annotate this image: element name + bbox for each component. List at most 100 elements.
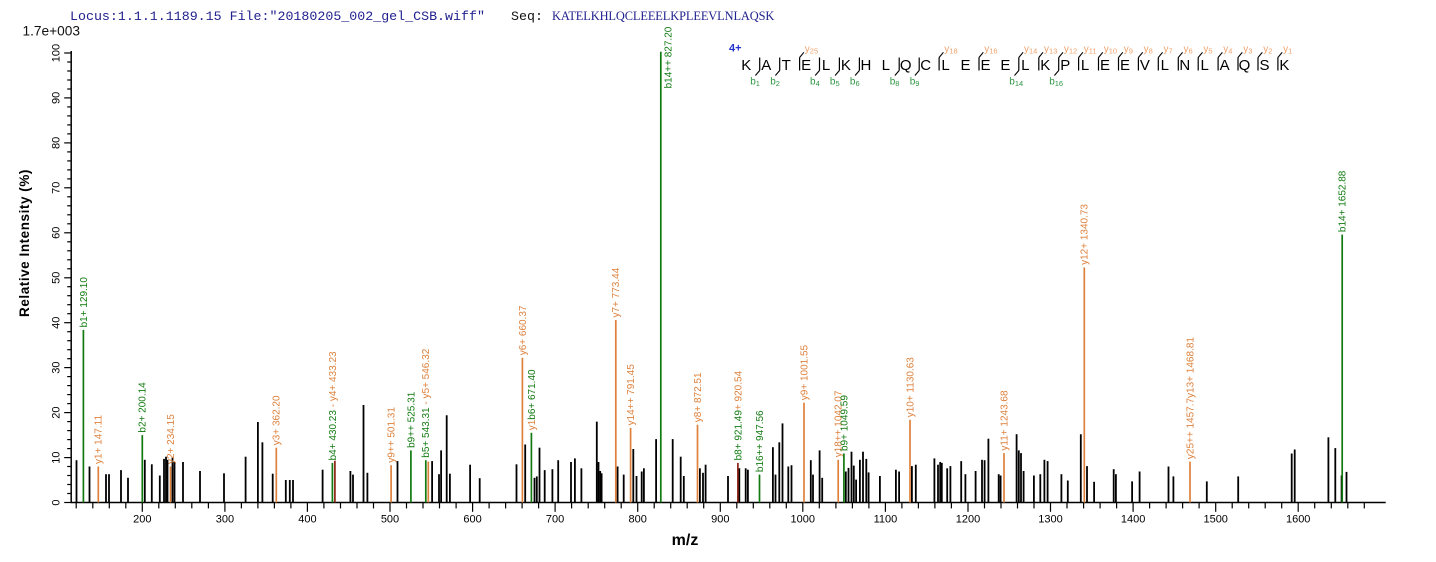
svg-text:y7: y7: [1164, 44, 1173, 56]
svg-text:100: 100: [51, 44, 63, 62]
svg-text:y9+ 1001.55: y9+ 1001.55: [799, 344, 810, 400]
svg-text:y9: y9: [1124, 44, 1133, 56]
svg-text:y3: y3: [1243, 44, 1252, 56]
svg-text:400: 400: [298, 514, 316, 526]
svg-text:S: S: [1259, 57, 1269, 74]
svg-text:y11: y11: [1084, 44, 1097, 56]
svg-text:A: A: [761, 57, 771, 74]
svg-text:E: E: [960, 57, 970, 74]
svg-text:y7+ 773.44: y7+ 773.44: [611, 267, 622, 317]
svg-text:800: 800: [629, 514, 647, 526]
svg-text:y14++ 791.45: y14++ 791.45: [626, 364, 637, 426]
svg-text:1600: 1600: [1286, 514, 1310, 526]
svg-text:70: 70: [51, 182, 63, 194]
svg-text:y6: y6: [1184, 44, 1193, 56]
svg-text:Q: Q: [1239, 57, 1251, 74]
svg-text:0: 0: [51, 499, 63, 505]
svg-text:L: L: [822, 57, 830, 74]
svg-text:Relative Intensity (%): Relative Intensity (%): [17, 169, 32, 317]
svg-text:y25++ 1457.7y13+ 1468.81: y25++ 1457.7y13+ 1468.81: [1185, 337, 1196, 459]
svg-text:b1+ 129.10: b1+ 129.10: [79, 277, 90, 328]
svg-text:y25: y25: [805, 44, 818, 56]
svg-text:L: L: [1081, 57, 1089, 74]
svg-text:y3+ 362.20: y3+ 362.20: [272, 395, 283, 445]
svg-text:1000: 1000: [791, 514, 815, 526]
svg-text:L: L: [941, 57, 949, 74]
svg-text:b4: b4: [810, 77, 820, 89]
svg-text:90: 90: [51, 92, 63, 104]
svg-text:500: 500: [381, 514, 399, 526]
svg-text:K: K: [1040, 57, 1050, 74]
svg-text:b1: b1: [750, 77, 760, 89]
svg-text:300: 300: [216, 514, 234, 526]
svg-text:10: 10: [51, 451, 63, 463]
svg-text:b5: b5: [830, 77, 840, 89]
svg-text:T: T: [782, 57, 791, 74]
svg-text:y8: y8: [1144, 44, 1153, 56]
svg-text:L: L: [1021, 57, 1029, 74]
svg-text:y10: y10: [1104, 44, 1117, 56]
svg-text:1.7e+003: 1.7e+003: [23, 24, 81, 39]
svg-text:y6+ 660.37: y6+ 660.37: [518, 305, 529, 355]
svg-text:y1b6+ 671.40: y1b6+ 671.40: [527, 369, 538, 430]
svg-text:E: E: [1100, 57, 1110, 74]
svg-text:H: H: [860, 57, 871, 74]
svg-text:K: K: [1279, 57, 1289, 74]
svg-text:900: 900: [711, 514, 729, 526]
svg-text:50: 50: [51, 272, 63, 284]
svg-text:80: 80: [51, 137, 63, 149]
svg-text:60: 60: [51, 227, 63, 239]
svg-text:E: E: [801, 57, 811, 74]
svg-text:4+: 4+: [729, 43, 742, 55]
svg-text:E: E: [1000, 57, 1010, 74]
svg-text:b16++ 947.56: b16++ 947.56: [755, 410, 766, 472]
svg-text:b6: b6: [850, 77, 860, 89]
svg-text:b9: b9: [910, 77, 920, 89]
svg-text:y9++ 501.31: y9++ 501.31: [387, 407, 398, 463]
svg-text:C: C: [920, 57, 931, 74]
svg-text:y13: y13: [1044, 44, 1057, 56]
svg-text:y18++ 1042.07: y18++ 1042.07: [834, 390, 845, 457]
svg-text:y4: y4: [1223, 44, 1232, 56]
svg-text:y12: y12: [1064, 44, 1077, 56]
svg-text:y10+ 1130.63: y10+ 1130.63: [905, 357, 916, 418]
svg-text:K: K: [741, 57, 751, 74]
svg-text:b2: b2: [770, 77, 780, 89]
svg-text:700: 700: [546, 514, 564, 526]
svg-text:E: E: [1120, 57, 1130, 74]
svg-text:KATELKHLQCLEEELKPLEEVLNLAQSK: KATELKHLQCLEEELKPLEEVLNLAQSK: [552, 9, 774, 23]
svg-text:20: 20: [51, 406, 63, 418]
svg-text:b9+ 1049.59: b9+ 1049.59: [839, 395, 850, 451]
svg-text:m/z: m/z: [672, 532, 699, 549]
svg-text:y2+ 234.15: y2+ 234.15: [166, 414, 177, 464]
svg-text:1400: 1400: [1121, 514, 1145, 526]
svg-text:b14: b14: [1009, 77, 1023, 89]
svg-text:b16: b16: [1049, 77, 1063, 89]
svg-text:b4+ 430.23 - y4+ 433.23: b4+ 430.23 - y4+ 433.23: [328, 351, 339, 460]
svg-text:K: K: [841, 57, 851, 74]
svg-text:b9++ 525.31: b9++ 525.31: [406, 391, 417, 448]
svg-text:b14+ 1652.88: b14+ 1652.88: [1338, 170, 1349, 232]
svg-text:b8+ 921.49+ 920.54: b8+ 921.49+ 920.54: [733, 370, 744, 460]
svg-text:b8: b8: [890, 77, 900, 89]
svg-text:y2: y2: [1263, 44, 1272, 56]
svg-text:L: L: [1201, 57, 1209, 74]
svg-text:y18: y18: [944, 44, 957, 56]
svg-text:1200: 1200: [956, 514, 980, 526]
svg-text:y12+ 1340.73: y12+ 1340.73: [1080, 204, 1091, 265]
svg-text:A: A: [1220, 57, 1230, 74]
svg-text:P: P: [1060, 57, 1070, 74]
svg-text:1300: 1300: [1038, 514, 1062, 526]
svg-text:L: L: [882, 57, 890, 74]
svg-text:L: L: [1161, 57, 1169, 74]
svg-text:Seq:: Seq:: [511, 9, 543, 24]
svg-text:b2+ 200.14: b2+ 200.14: [138, 382, 149, 433]
svg-text:E: E: [980, 57, 990, 74]
svg-text:600: 600: [463, 514, 481, 526]
svg-text:Locus:1.1.1.1189.15 File:"2018: Locus:1.1.1.1189.15 File:"20180205_002_g…: [70, 9, 485, 24]
svg-text:Q: Q: [900, 57, 912, 74]
svg-text:N: N: [1179, 57, 1190, 74]
svg-text:y1+ 147.11: y1+ 147.11: [94, 415, 105, 464]
svg-text:30: 30: [51, 361, 63, 373]
svg-text:y1: y1: [1283, 44, 1292, 56]
